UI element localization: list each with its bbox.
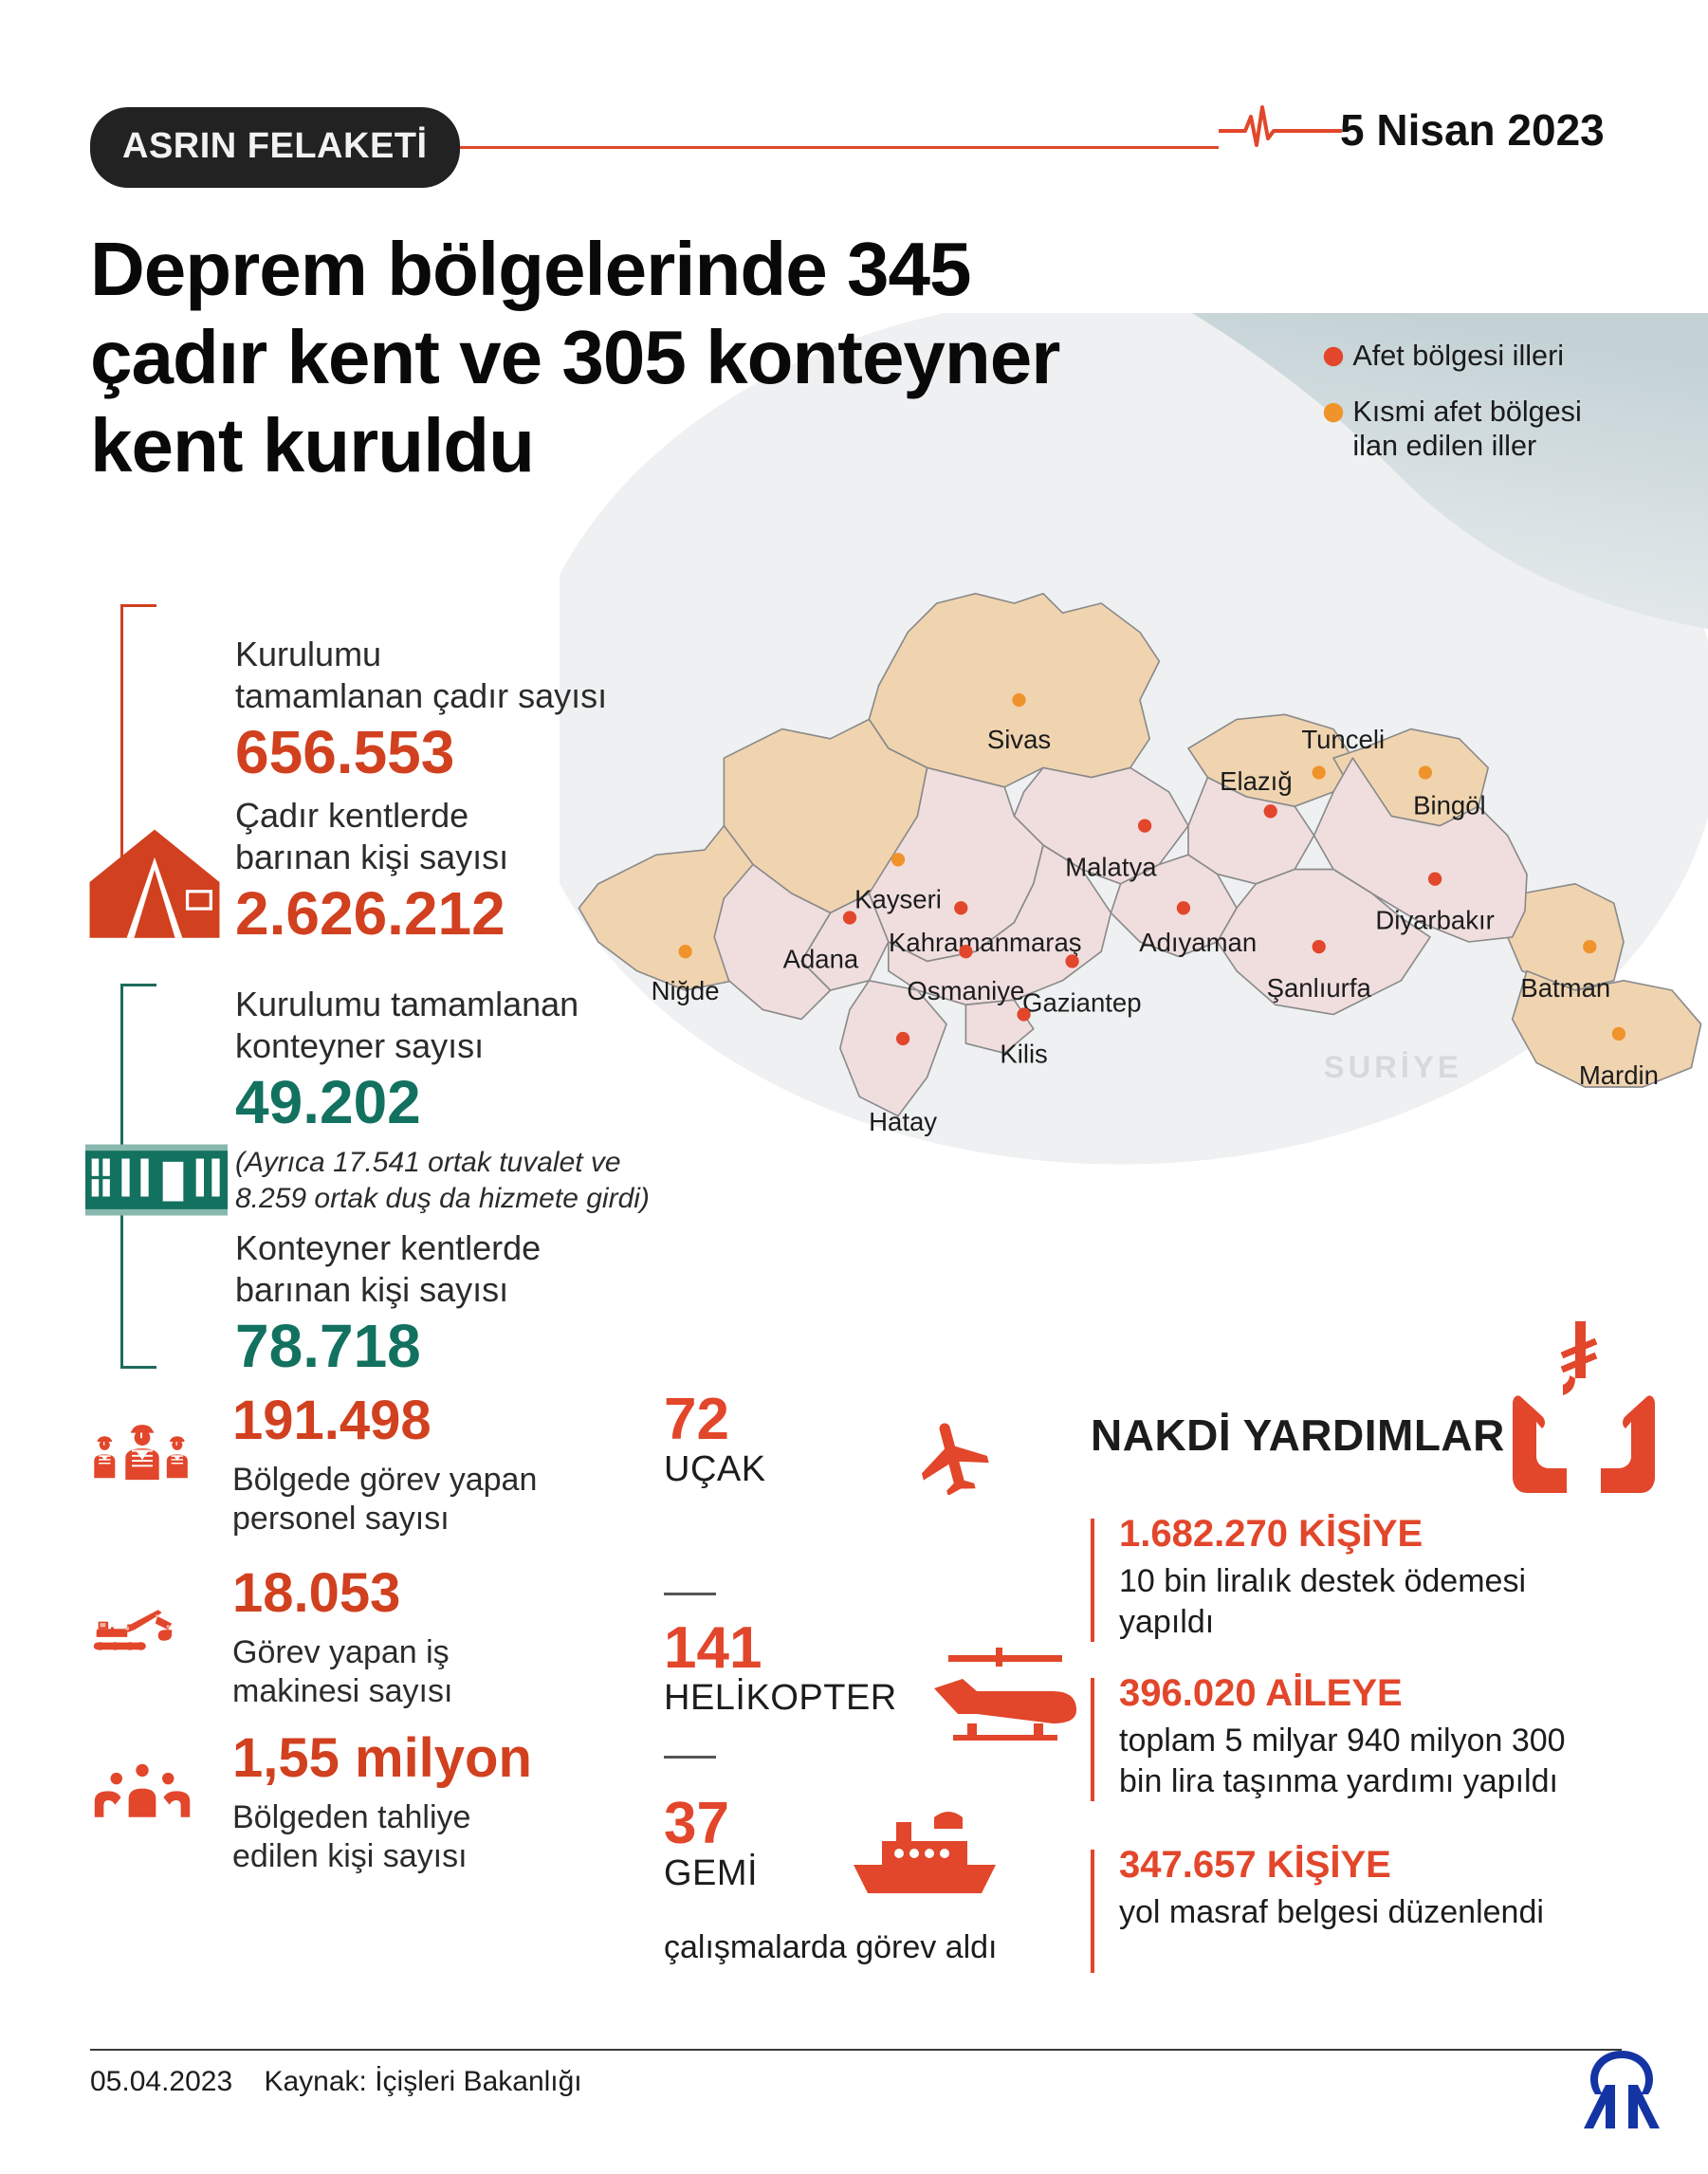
svg-text:Mardin: Mardin bbox=[1579, 1060, 1659, 1090]
svg-text:Afet bölgesi illeri: Afet bölgesi illeri bbox=[1352, 340, 1564, 372]
svg-text:Batman: Batman bbox=[1520, 973, 1610, 1003]
svg-text:Bingöl: Bingöl bbox=[1413, 790, 1486, 820]
svg-text:Kısmi afet bölgesi: Kısmi afet bölgesi bbox=[1352, 396, 1581, 428]
svg-text:Diyarbakır: Diyarbakır bbox=[1375, 906, 1494, 935]
svg-text:ilan edilen iller: ilan edilen iller bbox=[1352, 430, 1536, 462]
